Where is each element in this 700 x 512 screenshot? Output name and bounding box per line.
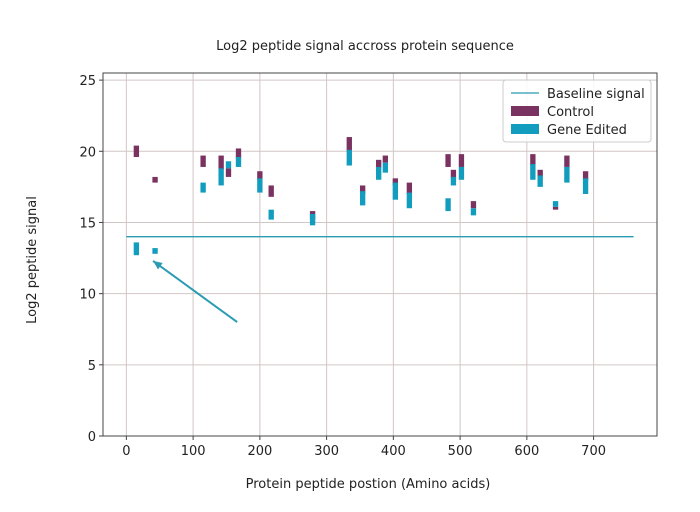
gene-edited-box — [359, 191, 366, 206]
gene-edited-box — [133, 242, 140, 256]
control-box — [346, 137, 352, 152]
control-box — [375, 159, 382, 169]
gene-edited-box — [257, 178, 263, 193]
x-tick-label: 0 — [122, 444, 130, 459]
gene-edited-box — [450, 176, 457, 186]
gene-edited-box — [392, 182, 399, 200]
gene-edited-box — [346, 149, 352, 166]
control-box — [235, 148, 242, 159]
control-box — [537, 169, 543, 177]
gene-edited-box — [218, 168, 224, 186]
control-box — [268, 185, 274, 197]
y-tick-label: 15 — [79, 216, 96, 231]
gene-edited-box — [564, 166, 570, 183]
gene-edited-box — [152, 248, 158, 254]
control-box — [218, 155, 224, 170]
control-box — [382, 155, 389, 163]
control-box — [552, 206, 559, 210]
y-tick-label: 10 — [79, 288, 96, 303]
legend: Baseline signal Control Gene Edited — [502, 79, 652, 143]
x-axis-label: Protein peptide postion (Amino acids) — [246, 477, 491, 492]
control-box — [458, 154, 465, 167]
control-box — [530, 154, 536, 166]
x-tick-label: 200 — [247, 444, 272, 459]
control-box — [564, 155, 570, 167]
control-box — [257, 171, 263, 180]
annotation-arrow — [152, 260, 238, 323]
gene-edited-box — [225, 161, 232, 169]
control-box — [445, 154, 451, 167]
y-axis-label: Log2 peptide signal — [25, 196, 40, 324]
gene-edited-box — [235, 156, 242, 167]
x-tick-label: 700 — [581, 444, 606, 459]
gene-edited-box — [445, 198, 451, 212]
legend-label-gene-edited: Gene Edited — [547, 123, 627, 138]
control-box — [470, 201, 477, 209]
plot-marks — [126, 137, 634, 323]
legend-swatch-control — [511, 106, 539, 116]
axis-ticks: 0 100 200 300 400 500 600 700 0 5 10 15 20 25 — [79, 74, 606, 459]
annotation-arrowhead — [153, 260, 163, 270]
control-box — [152, 176, 158, 183]
gene-edited-box — [200, 182, 206, 193]
control-box — [225, 168, 232, 177]
gene-edited-box — [268, 209, 274, 220]
gene-edited-box — [552, 201, 559, 207]
control-box — [392, 178, 399, 186]
gene-edited-box — [458, 166, 465, 180]
control-box — [406, 182, 413, 194]
control-box — [582, 171, 589, 180]
y-tick-label: 0 — [88, 430, 96, 445]
y-tick-label: 20 — [79, 145, 96, 160]
chart-title: Log2 peptide signal accross protein sequ… — [216, 39, 514, 54]
x-tick-label: 500 — [448, 444, 473, 459]
gene-edited-box — [537, 175, 543, 187]
legend-label-control: Control — [547, 105, 594, 120]
gene-edited-box — [530, 164, 536, 180]
x-tick-label: 400 — [381, 444, 406, 459]
x-tick-label: 300 — [314, 444, 339, 459]
control-box — [200, 155, 206, 167]
x-tick-label: 600 — [514, 444, 539, 459]
gene-edited-box — [582, 178, 589, 194]
x-tick-label: 100 — [181, 444, 206, 459]
legend-box — [502, 79, 652, 143]
gene-edited-box — [309, 213, 316, 226]
gene-edited-box — [375, 166, 382, 180]
control-box — [359, 185, 366, 194]
plot-frame — [102, 72, 658, 437]
gene-edited-box — [406, 192, 413, 209]
gene-edited-box — [470, 208, 477, 216]
legend-label-baseline: Baseline signal — [547, 87, 645, 102]
y-tick-label: 5 — [88, 359, 96, 374]
y-tick-label: 25 — [79, 74, 96, 89]
legend-swatch-gene-edited — [511, 124, 539, 134]
control-box — [450, 169, 457, 179]
gene-edited-box — [382, 162, 389, 173]
control-box — [133, 145, 140, 157]
